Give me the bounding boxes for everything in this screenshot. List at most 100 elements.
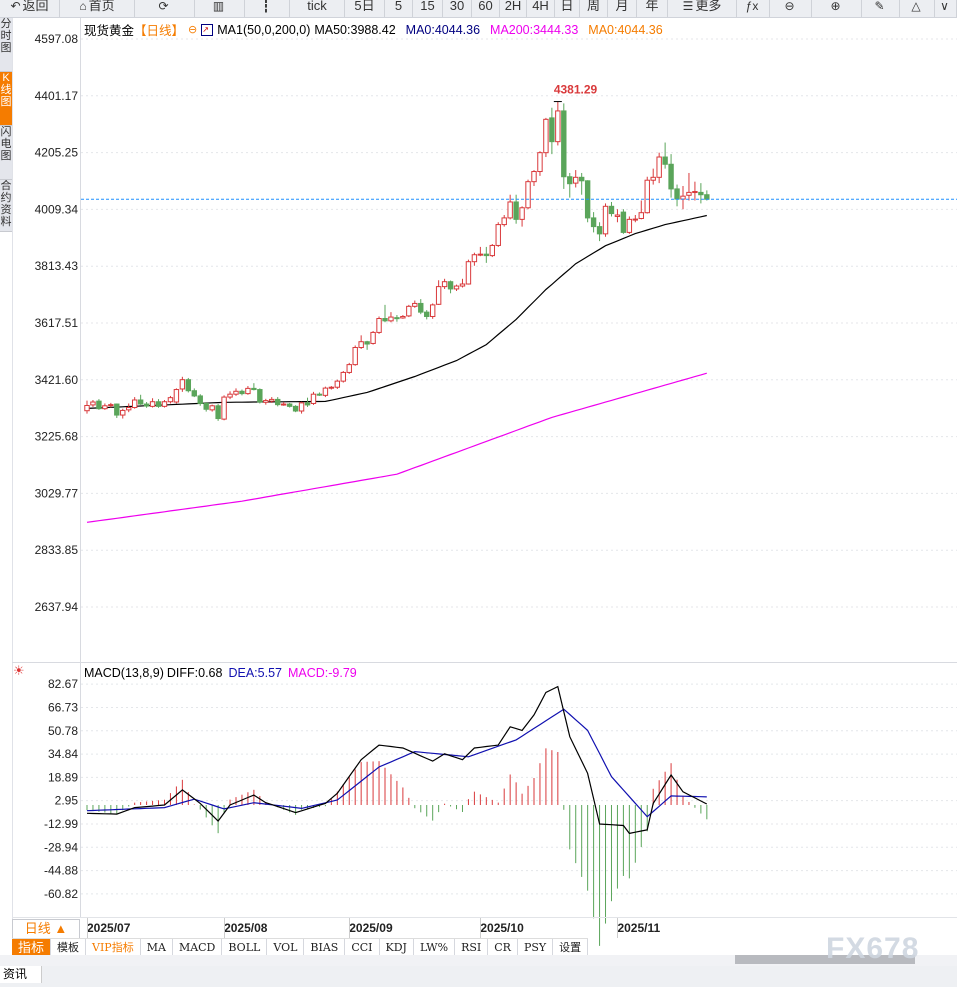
- candlestick-button[interactable]: ┇: [245, 0, 290, 17]
- price-tick-label: 3029.77: [35, 486, 79, 500]
- zoom-out-button[interactable]: ⊖: [770, 0, 812, 17]
- toolbar-home-button[interactable]: ⌂ 首页: [60, 0, 135, 17]
- toolbar-period-7-button[interactable]: 5: [385, 0, 413, 17]
- diff-line: [86, 685, 708, 835]
- toolbar-period-12-button[interactable]: 4H: [527, 0, 555, 17]
- candle-body: [388, 316, 394, 322]
- refresh-button[interactable]: ⟳: [135, 0, 195, 17]
- candle-body: [352, 347, 358, 366]
- menu-icon: ☰: [682, 0, 694, 13]
- indicator-tab-ma[interactable]: MA: [141, 939, 173, 956]
- candle-body: [692, 191, 698, 194]
- pen-icon: ✎: [874, 0, 885, 13]
- price-tick-label: 4401.17: [35, 89, 79, 103]
- indicator-tab-vol[interactable]: VOL: [267, 939, 305, 956]
- indicator-tab-bias[interactable]: BIAS: [304, 939, 346, 956]
- candle-body: [477, 253, 484, 256]
- symbol-name: 现货黄金: [84, 24, 135, 38]
- home-icon: ⌂: [79, 0, 87, 13]
- price-tick-label: 3421.60: [35, 373, 79, 387]
- ma50-line: [86, 214, 707, 409]
- side-tab-0[interactable]: 分时图: [0, 18, 12, 72]
- indicator-tab-[interactable]: 模板: [51, 939, 87, 956]
- month-tick: 2025/10: [480, 921, 524, 935]
- ma0b-value: MA0:4044.36: [588, 22, 663, 37]
- toolbar-period-6-button[interactable]: 5日: [345, 0, 385, 17]
- candle-body: [137, 399, 144, 405]
- side-tab-3[interactable]: 合约资料: [0, 180, 12, 232]
- candle-body: [227, 393, 233, 398]
- toolbar-period-14-button[interactable]: 周: [580, 0, 608, 17]
- candle-body: [346, 364, 352, 373]
- indicator-tab-rsi[interactable]: RSI: [455, 939, 489, 956]
- candle-body: [453, 285, 460, 290]
- ma-settings-icon[interactable]: ↗: [201, 23, 214, 36]
- toolbar-label: 周: [586, 0, 600, 13]
- toolbar-period-10-button[interactable]: 60: [472, 0, 500, 17]
- price-tick-label: 4205.25: [35, 146, 79, 160]
- side-tab-2[interactable]: 闪电图: [0, 126, 12, 180]
- candle-body: [280, 403, 287, 406]
- price-tick-label: 2833.85: [35, 543, 79, 557]
- bar-chart-button[interactable]: ▥: [195, 0, 245, 17]
- candle-body: [447, 281, 454, 290]
- toolbar-label: 30: [449, 0, 465, 13]
- candle-body: [602, 205, 609, 235]
- candle-body: [704, 194, 710, 200]
- price-tick-label: 3813.43: [35, 259, 79, 273]
- news-tab[interactable]: 资讯: [0, 966, 42, 983]
- candle-body: [358, 341, 364, 349]
- candle-body: [620, 211, 627, 233]
- candle-body: [680, 195, 686, 200]
- toolbar-period-8-button[interactable]: 15: [413, 0, 443, 17]
- indicator-tab-kdj[interactable]: KDJ: [380, 939, 414, 956]
- candle-body: [221, 396, 227, 420]
- indicator-tab-psy[interactable]: PSY: [518, 939, 554, 956]
- candle-body: [573, 176, 579, 184]
- side-tab-1[interactable]: K线图: [0, 72, 12, 126]
- candle-body: [382, 318, 388, 322]
- candle-body: [465, 261, 472, 285]
- indicator-tab-macd[interactable]: MACD: [173, 939, 223, 956]
- indicator-tab-boll[interactable]: BOLL: [222, 939, 268, 956]
- indicator-tab-cci[interactable]: CCI: [345, 939, 380, 956]
- indicator-tab-[interactable]: 设置: [553, 939, 589, 956]
- triangle-icon: △: [911, 0, 921, 13]
- toolbar-label: 60: [478, 0, 493, 13]
- toolbar-period-5-button[interactable]: tick: [290, 0, 345, 17]
- toolbar-back-arrow-button[interactable]: ↶ 返回: [0, 0, 60, 17]
- toolbar-period-9-button[interactable]: 30: [443, 0, 472, 17]
- indicator-tab-cr[interactable]: CR: [488, 939, 518, 956]
- month-tick: 2025/11: [617, 921, 661, 935]
- zoom-in-button[interactable]: ⊕: [812, 0, 862, 17]
- triangle-button[interactable]: △: [900, 0, 935, 17]
- candle-body: [149, 401, 156, 407]
- period-selector[interactable]: 日线 ▲: [12, 919, 80, 939]
- toolbar-menu-button[interactable]: ☰ 更多: [668, 0, 737, 17]
- toolbar-period-15-button[interactable]: 月: [608, 0, 637, 17]
- diff-value: DIFF:0.68: [166, 666, 223, 680]
- toolbar-label: 年: [645, 0, 659, 13]
- toolbar-period-13-button[interactable]: 日: [555, 0, 580, 17]
- candle-body: [286, 403, 293, 407]
- indicator-tab-lw[interactable]: LW%: [414, 939, 456, 956]
- candlestick-icon: ┇: [262, 0, 270, 13]
- candle-body: [108, 404, 114, 407]
- indicator-tab-vip[interactable]: VIP指标: [86, 939, 141, 956]
- candle-body: [394, 317, 400, 320]
- candle-body: [578, 176, 585, 182]
- toolbar-label: 更多: [695, 0, 722, 13]
- candle-body: [203, 402, 209, 410]
- horizontal-scrollbar[interactable]: [0, 955, 957, 966]
- candle-body: [191, 390, 197, 397]
- toolbar-period-11-button[interactable]: 2H: [500, 0, 527, 17]
- collapse-icon[interactable]: ⊖: [188, 24, 198, 36]
- macd-settings-icon[interactable]: ☀: [13, 663, 25, 678]
- toolbar-period-16-button[interactable]: 年: [637, 0, 668, 17]
- indicator-tab-[interactable]: 指标: [12, 939, 52, 956]
- scrollbar-thumb[interactable]: [735, 955, 915, 964]
- pen-button[interactable]: ✎: [862, 0, 900, 17]
- macd-value: MACD:-9.79: [287, 666, 357, 680]
- formula-button[interactable]: ƒx: [737, 0, 770, 17]
